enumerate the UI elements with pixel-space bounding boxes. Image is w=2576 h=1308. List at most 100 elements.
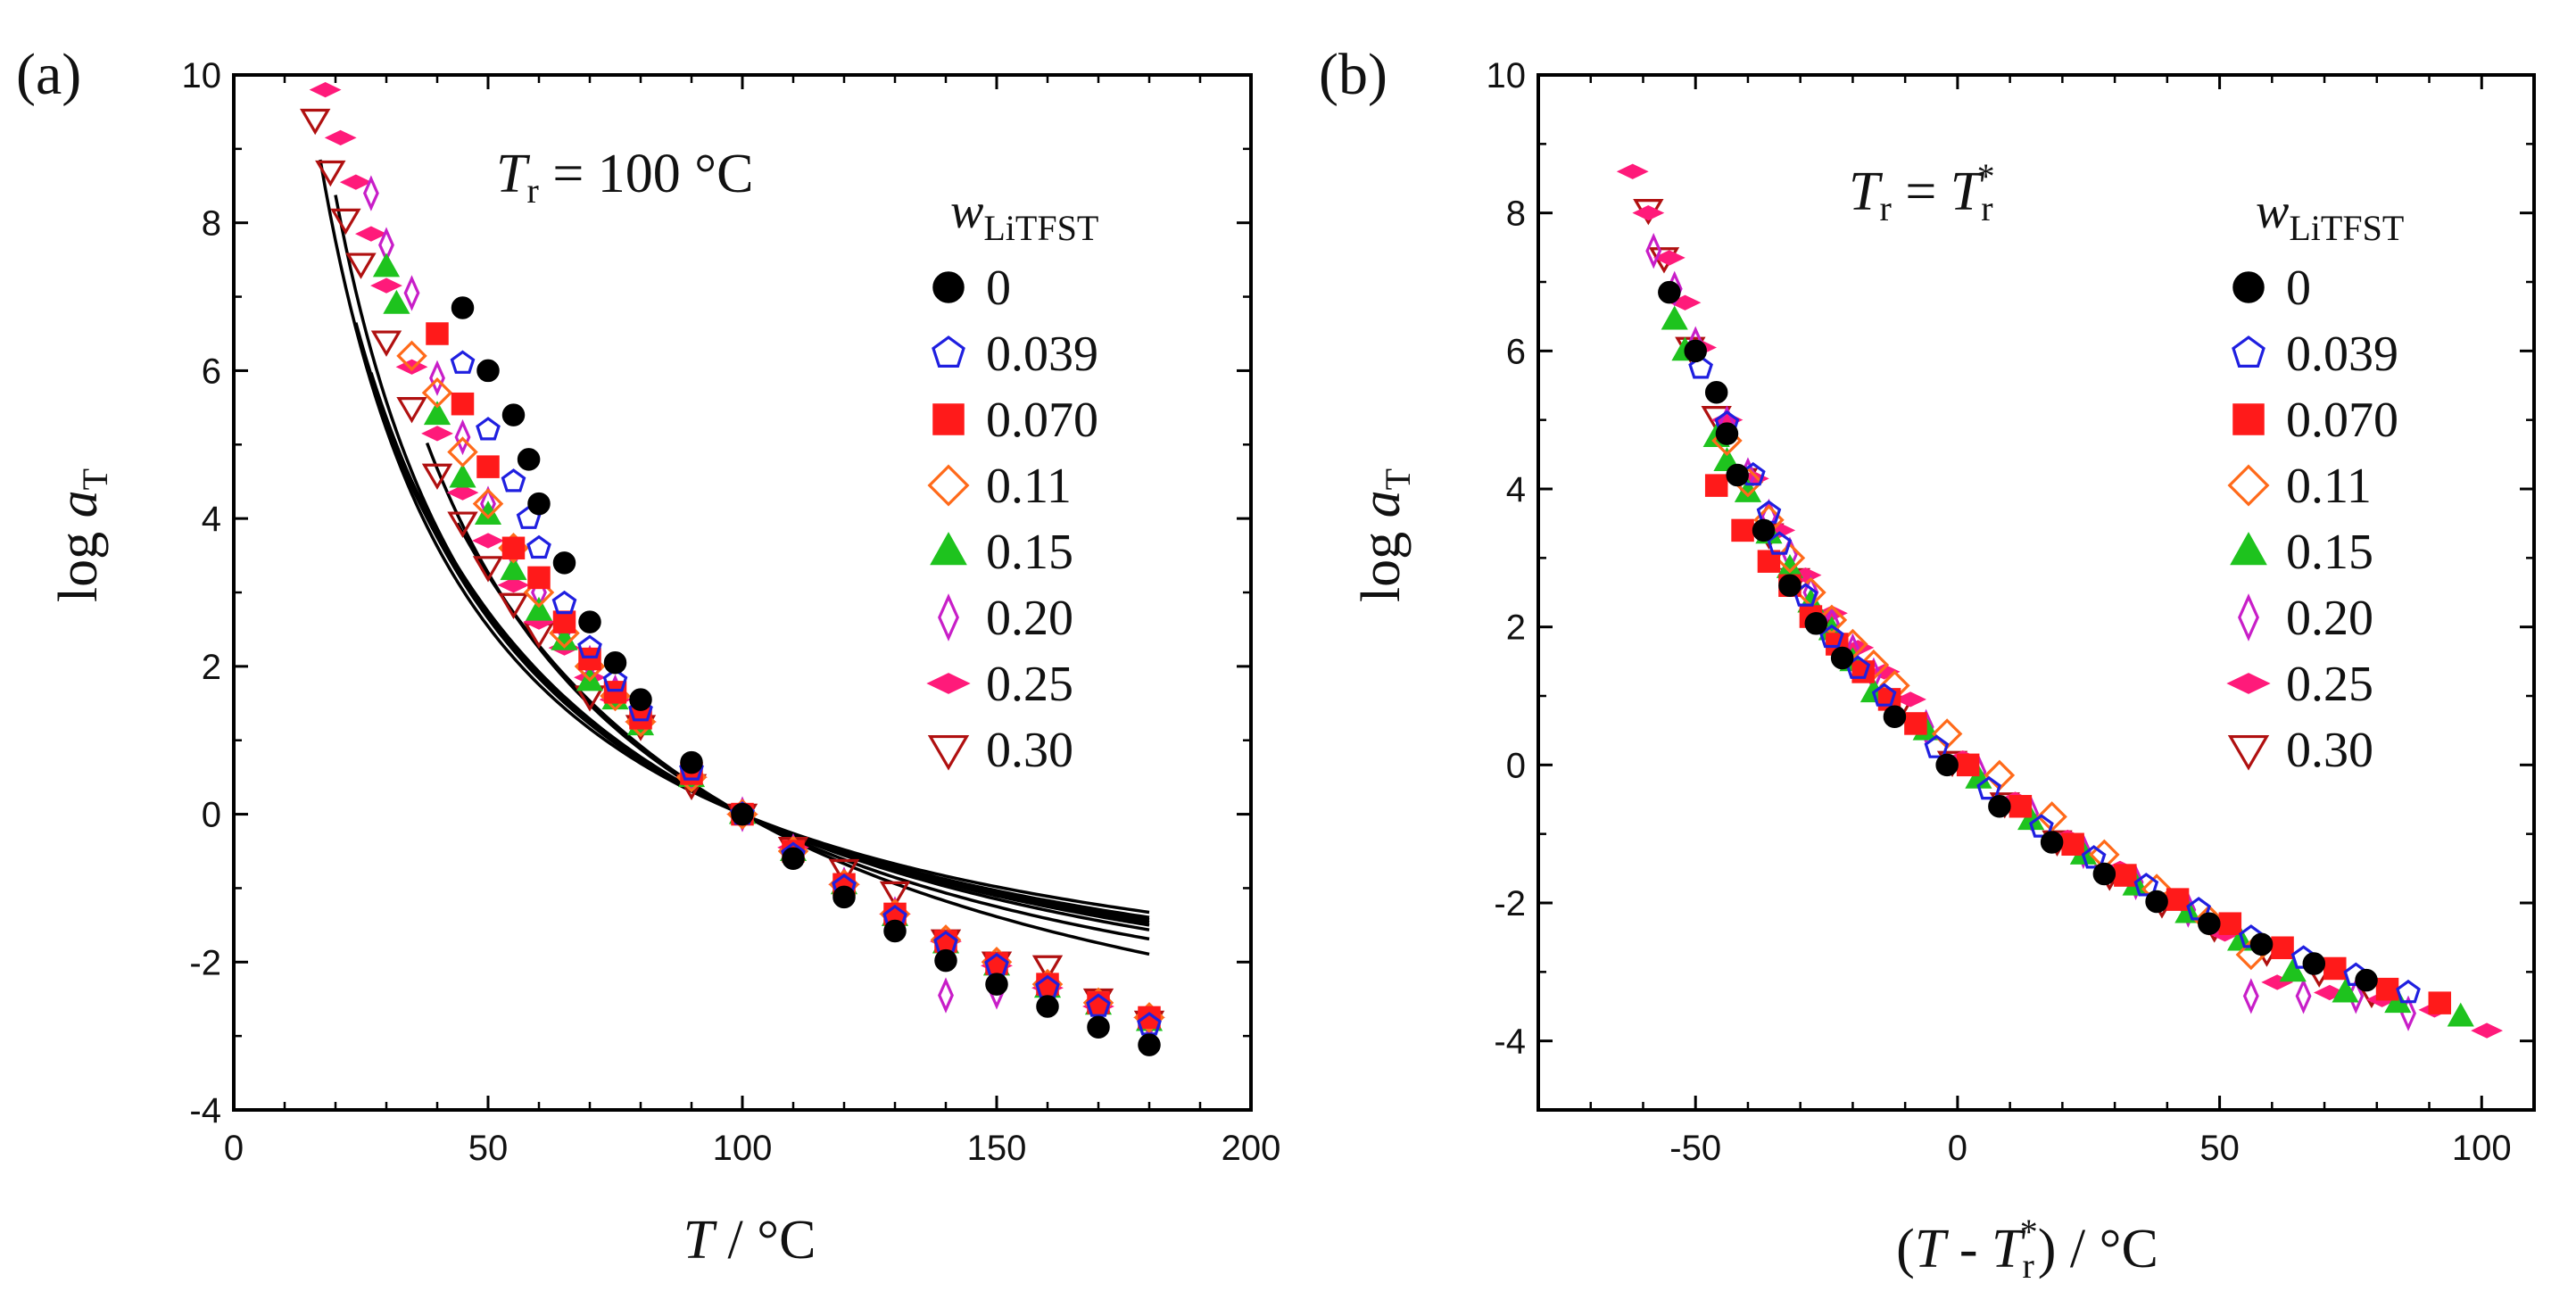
y-tick-label: 0 (202, 796, 221, 835)
x-tick-label: 200 (1222, 1129, 1281, 1168)
xlabel-b-sup2: * (2020, 1212, 2038, 1252)
legend-label: 0.039 (986, 327, 1098, 382)
data-point (423, 401, 451, 426)
legend-marker-0.039 (932, 335, 965, 368)
data-point (1715, 422, 1739, 445)
data-point (577, 634, 602, 658)
data-point (1632, 205, 1665, 221)
data-point (330, 208, 361, 236)
panel-a: (a) Tr = 100 °C 0 50 100 150 200-4-20246810 … (16, 42, 1280, 1271)
legend-label: 0.25 (2286, 657, 2373, 712)
legend-marker-0.039 (2232, 335, 2265, 368)
series-0.11 (1711, 425, 2267, 971)
panel-b-y-axis-title: log aT (1351, 468, 1418, 602)
data-point (602, 667, 628, 692)
y-tick-label: 10 (1487, 56, 1527, 95)
legend-label: 0.039 (2286, 327, 2398, 382)
data-point (1804, 612, 1828, 635)
data-point (447, 436, 478, 468)
ylabel-b-sub: T (1378, 468, 1418, 490)
ann-a-italic: T (496, 144, 531, 204)
data-point (446, 484, 479, 501)
data-point (603, 650, 627, 675)
ann-b-italic: T (1849, 161, 1884, 222)
data-point (1883, 705, 1907, 728)
panel-a-reference-temperature: Tr = 100 °C (496, 144, 753, 211)
data-point (309, 81, 342, 98)
data-point (525, 596, 553, 621)
data-point (476, 417, 501, 441)
panel-b-reference-temperature: Tr = Tr* (1849, 156, 1995, 228)
data-point (2242, 978, 2259, 1014)
y-tick-label: -4 (1494, 1022, 1526, 1062)
data-point (517, 448, 541, 471)
data-point (985, 973, 1008, 996)
ann-b-italic2: T (1951, 161, 1985, 222)
data-point (396, 397, 427, 424)
data-point (501, 468, 526, 493)
data-point (1684, 339, 1707, 363)
data-point (449, 463, 476, 488)
legend-marker-0.15 (2230, 532, 2267, 566)
data-point (2036, 801, 2067, 832)
data-point (578, 610, 601, 633)
panel-b-legend-title: wLiTFST (2256, 184, 2404, 248)
data-point (1871, 683, 1897, 707)
data-point (372, 252, 401, 277)
legend-marker-0.20 (938, 593, 959, 642)
legend-label: 0.30 (2286, 723, 2373, 778)
series-0 (1658, 280, 2378, 992)
data-point (500, 556, 527, 581)
data-point (2061, 832, 2084, 857)
legend-marker-0 (2232, 271, 2265, 303)
data-point (1652, 250, 1686, 266)
data-point (362, 175, 379, 211)
data-point (396, 340, 427, 372)
data-point (2332, 978, 2359, 1003)
legend-marker-0.30 (927, 734, 970, 771)
data-point (1661, 305, 1688, 330)
panel-a-y-axis-title: log aT (48, 468, 115, 602)
panel-b-legend: 0 0.039 0.070 0.11 0.15 0.20 0.25 0.30 (2226, 261, 2398, 778)
legend-marker-0.30 (2227, 734, 2270, 771)
legend-marker-0.25 (926, 673, 971, 694)
data-point (1704, 380, 1728, 404)
data-point (395, 359, 428, 375)
panel-b-y-axis-title-group: log aT (1351, 468, 1418, 602)
data-point (2092, 862, 2116, 886)
y-tick-label: 6 (202, 352, 221, 391)
data-point (1935, 753, 1959, 777)
data-point (315, 160, 346, 187)
data-point (1988, 794, 2011, 818)
legend-marker-0.11 (927, 464, 970, 507)
xlabel-b-italic2: T (1992, 1219, 2026, 1279)
legend-label: 0.11 (2286, 459, 2372, 514)
data-point (2029, 814, 2054, 838)
data-point (1976, 775, 2001, 800)
legend-marker-0.15 (930, 532, 967, 566)
y-tick-label: 0 (1506, 746, 1526, 785)
data-point (421, 377, 453, 409)
data-point (476, 359, 500, 383)
data-point (1031, 955, 1064, 981)
xlabel-b-rest: ) / °C (2038, 1219, 2158, 1279)
data-point (1086, 993, 1111, 1017)
y-tick-label: 8 (1506, 195, 1526, 234)
ylabel-b-italic: a (1351, 490, 1412, 517)
panel-a-legend: 0 0.039 0.070 0.11 0.15 0.20 0.25 0.30 (926, 261, 1098, 778)
data-point (1645, 233, 1662, 269)
y-tick-label: -2 (189, 943, 221, 982)
data-point (2447, 1002, 2474, 1027)
data-point (2133, 873, 2159, 897)
legend-label: 0.30 (986, 723, 1073, 778)
data-point (1726, 463, 1749, 487)
data-point (421, 463, 453, 490)
data-point (426, 322, 449, 345)
panel-a-plot-area: 0 50 100 150 200 -4 -2 0 2 4 6 8 10 (182, 56, 1281, 1168)
x-tick-label: 50 (468, 1129, 509, 1168)
data-point (2396, 979, 2421, 1004)
data-point (2114, 864, 2137, 887)
data-point (1830, 646, 1854, 670)
ylabel-b-prefix: log (1351, 517, 1412, 602)
